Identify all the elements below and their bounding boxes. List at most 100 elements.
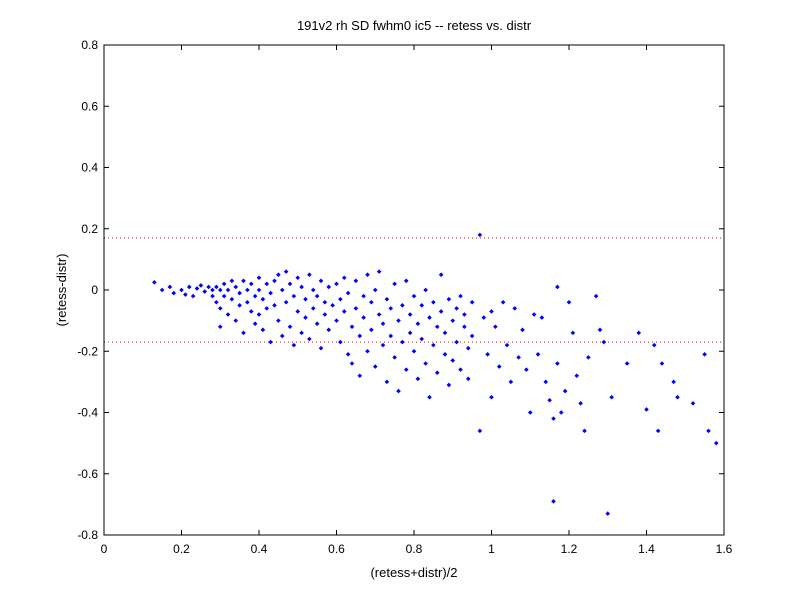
data-point (268, 290, 273, 296)
data-point (551, 499, 556, 504)
data-point (407, 312, 413, 317)
data-point (431, 299, 436, 305)
data-point (365, 348, 370, 354)
data-point (241, 330, 246, 336)
y-axis-ticks: -0.8 -0.6 -0.4 -0.2 0 0.2 0.4 0.6 0.8 (77, 38, 724, 542)
data-point (566, 299, 572, 305)
data-point (361, 293, 366, 299)
data-point (295, 275, 301, 281)
data-point (299, 284, 304, 290)
data-point (636, 330, 642, 336)
data-point (283, 269, 289, 274)
data-point (651, 342, 657, 348)
data-point (357, 373, 363, 379)
data-point (369, 327, 374, 333)
data-point (341, 309, 347, 314)
data-point (396, 318, 401, 323)
data-point (543, 379, 549, 385)
data-point (392, 281, 397, 287)
data-point (458, 293, 463, 299)
data-point (198, 283, 204, 288)
data-point (159, 287, 165, 293)
x-tick-label: 0.2 (173, 542, 190, 556)
data-point (605, 511, 611, 516)
data-point (183, 292, 188, 297)
data-point (369, 299, 374, 305)
data-point (400, 339, 405, 345)
data-point (376, 269, 382, 274)
data-point (624, 361, 630, 366)
x-tick-label: 0.8 (406, 542, 423, 556)
data-point (481, 315, 487, 320)
data-point (353, 306, 359, 311)
data-point (152, 280, 157, 285)
data-point (601, 339, 607, 345)
data-point (419, 336, 425, 342)
data-point (512, 306, 518, 311)
data-point (334, 318, 339, 323)
y-tick-label: -0.2 (77, 344, 98, 358)
plot-area (104, 45, 724, 535)
y-tick-label: -0.4 (77, 406, 98, 420)
x-tick-label: 1 (488, 542, 495, 556)
data-point (431, 342, 436, 348)
data-point (345, 352, 351, 357)
data-point (380, 321, 386, 326)
data-point (477, 428, 483, 434)
data-point (214, 284, 219, 290)
data-point (593, 293, 599, 299)
x-axis-title: (retess+distr)/2 (370, 565, 457, 580)
data-point (539, 315, 545, 320)
data-point (357, 333, 363, 339)
data-point (450, 358, 456, 363)
data-point (272, 303, 277, 308)
data-point (186, 284, 192, 290)
data-point (411, 348, 417, 354)
data-point (380, 342, 386, 348)
data-point (233, 318, 239, 323)
data-point (171, 290, 177, 296)
data-point (706, 428, 711, 434)
data-point (392, 355, 397, 360)
data-point (318, 345, 324, 351)
data-point (582, 428, 587, 434)
data-point (241, 278, 246, 284)
data-point (276, 318, 281, 323)
data-point (423, 287, 428, 293)
x-tick-label: 0.6 (328, 542, 345, 556)
data-point (434, 324, 440, 330)
data-point (194, 286, 200, 291)
data-point (291, 293, 297, 299)
data-point (485, 352, 490, 357)
data-point (520, 327, 525, 333)
data-point (411, 293, 417, 299)
data-point (256, 312, 262, 317)
data-point (365, 272, 370, 277)
data-point (427, 315, 432, 320)
data-point (555, 284, 560, 290)
data-point (454, 306, 459, 311)
x-tick-label: 0.4 (251, 542, 268, 556)
data-points (152, 232, 719, 516)
data-point (551, 416, 556, 421)
data-point (504, 342, 510, 348)
data-point (287, 324, 293, 330)
data-point (338, 339, 343, 345)
data-point (384, 379, 390, 385)
data-point (465, 345, 471, 351)
data-point (338, 296, 343, 302)
data-point (225, 312, 231, 317)
data-point (403, 278, 409, 284)
data-point (555, 361, 560, 366)
data-point (210, 287, 215, 293)
y-tick-label: 0.4 (81, 161, 98, 175)
data-point (574, 373, 580, 379)
data-point (562, 388, 568, 394)
data-point (535, 352, 541, 357)
data-point (376, 312, 382, 317)
data-point (217, 287, 223, 293)
data-point (675, 394, 680, 400)
y-tick-label: 0.6 (81, 99, 98, 113)
data-point (276, 272, 281, 277)
data-point (217, 306, 223, 311)
